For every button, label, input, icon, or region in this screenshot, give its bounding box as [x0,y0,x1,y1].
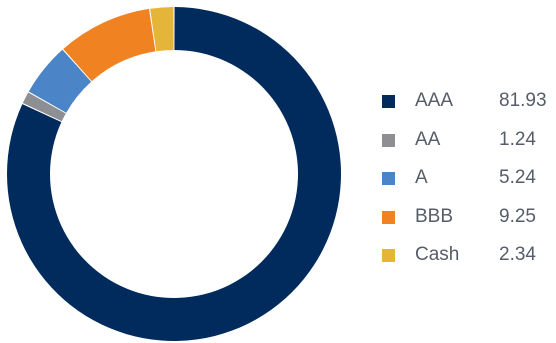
legend-item-aa: AA 1.24 [382,127,552,166]
legend-label-a: A [415,167,428,189]
legend-item-aaa: AAA 81.93 [382,88,552,127]
legend-label-cash: Cash [415,244,460,266]
legend-swatch-a [382,172,395,186]
legend-swatch-bbb [382,210,395,224]
legend-value-cash: 2.34 [499,244,536,266]
legend-item-bbb: BBB 9.25 [382,204,552,243]
donut-slice-a [28,49,92,113]
legend-value-a: 5.24 [499,167,536,189]
legend-swatch-aa [382,133,395,147]
legend-label-bbb: BBB [415,205,454,227]
legend-value-aaa: 81.93 [499,90,547,111]
legend-swatch-aaa [382,95,395,108]
legend-value-bbb: 9.25 [499,205,536,227]
donut-slice-bbb [63,8,156,82]
legend-label-aa: AA [415,128,441,150]
legend-label-aaa: AAA [415,90,454,111]
legend-item-cash: Cash 2.34 [382,242,552,281]
legend-item-a: A 5.24 [382,165,552,204]
legend-value-aa: 1.24 [499,128,536,150]
legend-swatch-cash [382,249,395,263]
donut-slice-aa [22,92,66,122]
donut-slice-cash [150,7,174,52]
legend: AAA 81.93 AA 1.24 A 5.24 BBB 9.25 Cash 2… [382,88,552,281]
